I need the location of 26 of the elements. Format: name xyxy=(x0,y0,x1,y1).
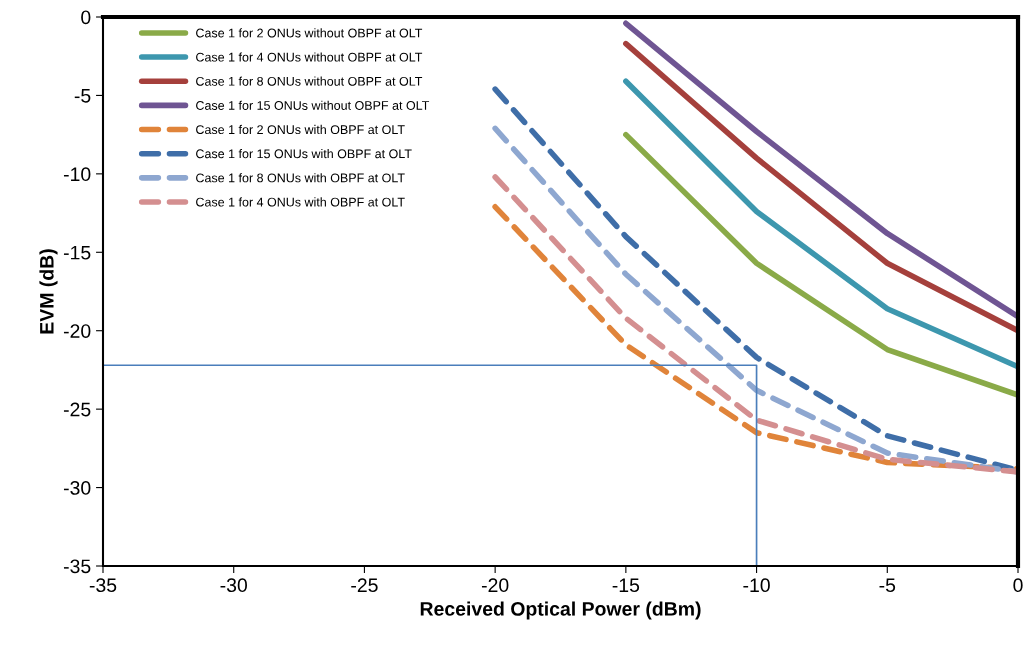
y-tick-label: -15 xyxy=(63,245,91,260)
y-axis-title: EVM (dB) xyxy=(39,249,58,334)
x-tick-label: -25 xyxy=(351,578,378,593)
legend-label: Case 1 for 4 ONUs with OBPF at OLT xyxy=(196,197,405,207)
y-tick-label: -20 xyxy=(63,324,91,338)
x-tick-label: -10 xyxy=(743,578,770,593)
x-tick-label: -20 xyxy=(481,578,509,593)
y-tick-label: -30 xyxy=(63,481,91,495)
x-tick-label: 0 xyxy=(1013,578,1023,593)
x-tick-label: -5 xyxy=(879,578,896,593)
x-axis-title: Received Optical Power (dBm) xyxy=(420,601,701,620)
y-tick-label: -25 xyxy=(63,402,91,417)
legend-label: Case 1 for 8 ONUs without OBPF at OLT xyxy=(196,76,423,86)
y-tick-label: 0 xyxy=(81,10,91,25)
legend-label: Case 1 for 15 ONUs with OBPF at OLT xyxy=(196,149,412,159)
x-tick-label: -35 xyxy=(89,578,117,593)
y-tick-label: -35 xyxy=(63,559,91,574)
legend-label: Case 1 for 4 ONUs without OBPF at OLT xyxy=(196,52,423,62)
y-tick-label: -10 xyxy=(63,167,91,182)
x-tick-label: -30 xyxy=(220,578,248,593)
legend-label: Case 1 for 15 ONUs without OBPF at OLT xyxy=(196,100,430,110)
legend-label: Case 1 for 2 ONUs with OBPF at OLT xyxy=(196,124,405,135)
legend-label: Case 1 for 2 ONUs without OBPF at OLT xyxy=(196,28,423,38)
legend-label: Case 1 for 8 ONUs with OBPF at OLT xyxy=(196,173,405,183)
x-tick-label: -15 xyxy=(612,578,640,593)
y-tick-label: -5 xyxy=(74,89,91,103)
